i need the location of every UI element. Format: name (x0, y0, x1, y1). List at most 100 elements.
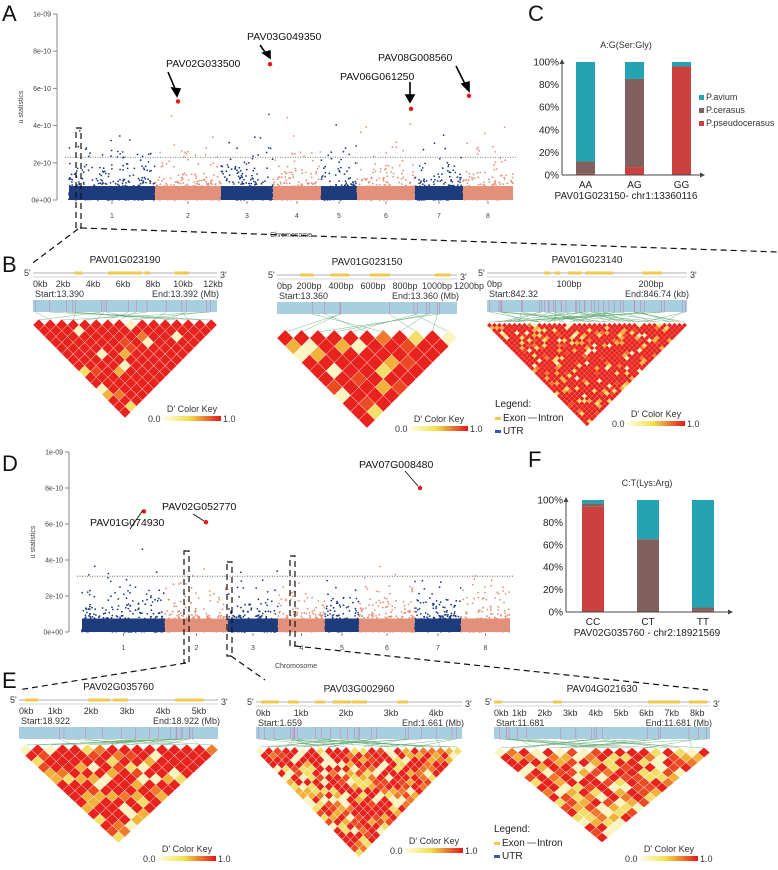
snp-point (450, 612, 453, 615)
snp-point (140, 192, 143, 195)
snp-point (130, 627, 133, 630)
snp-point (125, 198, 128, 201)
snp-point (410, 629, 413, 631)
snp-point (400, 177, 403, 180)
snp-point (228, 174, 231, 177)
snp-point (347, 620, 350, 623)
snp-point (268, 191, 270, 194)
snp-point (316, 630, 319, 633)
snp-point (466, 191, 468, 193)
snp-point (305, 193, 308, 196)
snp-point (470, 629, 473, 632)
snp-point (366, 190, 369, 193)
snp-point (464, 616, 467, 619)
snp-point (378, 613, 381, 616)
snp-point (324, 621, 326, 623)
snp-point (501, 174, 503, 177)
snp-point (506, 627, 509, 630)
snp-point (161, 611, 163, 613)
snp-connector (548, 311, 580, 323)
snp-point (420, 180, 422, 183)
snp-point (277, 625, 279, 627)
snp-point (381, 606, 384, 609)
snp-point (206, 617, 208, 620)
snp-point (304, 196, 307, 199)
snp-point (278, 627, 280, 629)
snp-point (195, 609, 197, 612)
snp-point (313, 192, 316, 195)
scale-tick-label: 2kb (56, 279, 71, 289)
snp-point (367, 625, 370, 627)
snp-point (411, 188, 413, 191)
snp-point (149, 618, 152, 620)
snp-point (375, 630, 378, 633)
snp-point (411, 587, 414, 589)
snp-point (236, 147, 238, 150)
panel-label-b: B (2, 252, 17, 277)
snp-point (419, 619, 422, 621)
snp-point (76, 167, 79, 170)
snp-point (442, 625, 445, 628)
snp-point (138, 616, 141, 619)
snp-point (491, 176, 494, 179)
snp-point (182, 194, 184, 197)
snp-point (237, 181, 240, 184)
snp-point (403, 629, 406, 631)
snp-point (104, 189, 107, 191)
snp-point (124, 606, 127, 609)
snp-point (158, 628, 161, 631)
snp-point (499, 629, 501, 631)
snp-point (426, 622, 429, 625)
snp-point (468, 193, 471, 196)
snp-point (165, 587, 167, 590)
snp-point (314, 622, 317, 625)
snp-point (422, 148, 425, 151)
snp-point (286, 182, 288, 185)
snp-point (85, 147, 88, 150)
scale-tick-label: 8kb (146, 279, 161, 289)
snp-point (139, 187, 142, 190)
snp-point (191, 617, 194, 620)
snp-point (154, 192, 157, 195)
annotation-pav02g052770: PAV02G052770 (162, 501, 236, 513)
snp-point (203, 178, 206, 181)
snp-point (137, 608, 139, 611)
snp-point (252, 626, 255, 629)
snp-point (394, 606, 396, 609)
snp-point (297, 192, 300, 195)
snp-point (465, 596, 468, 599)
snp-point (116, 608, 119, 611)
snp-point (116, 620, 119, 623)
snp-point (488, 193, 491, 196)
snp-point (296, 611, 299, 614)
snp-point (485, 627, 487, 629)
snp-point (246, 622, 249, 625)
snp-point (134, 198, 137, 201)
snp-point (330, 194, 333, 196)
chart-title: A:G(Ser:Gly) (600, 40, 652, 50)
snp-point (391, 605, 394, 608)
snp-point (490, 579, 493, 582)
snp-point (489, 605, 492, 608)
snp-point (105, 617, 108, 620)
snp-point (148, 189, 151, 192)
snp-point (287, 190, 290, 193)
snp-point (152, 190, 154, 192)
snp-point (504, 159, 506, 162)
snp-point (384, 616, 387, 619)
snp-point (81, 591, 84, 594)
snp-point (147, 195, 149, 197)
snp-point (316, 619, 319, 622)
snp-point (209, 621, 211, 623)
snp-point (69, 178, 72, 180)
snp-point (170, 628, 173, 631)
snp-point (147, 624, 150, 627)
snp-point (423, 621, 426, 624)
snp-point (148, 193, 151, 196)
snp-point (502, 183, 505, 186)
snp-point (250, 607, 253, 610)
snp-point (170, 115, 173, 117)
snp-point (150, 595, 153, 597)
snp-point (95, 614, 97, 616)
snp-point (459, 600, 461, 602)
